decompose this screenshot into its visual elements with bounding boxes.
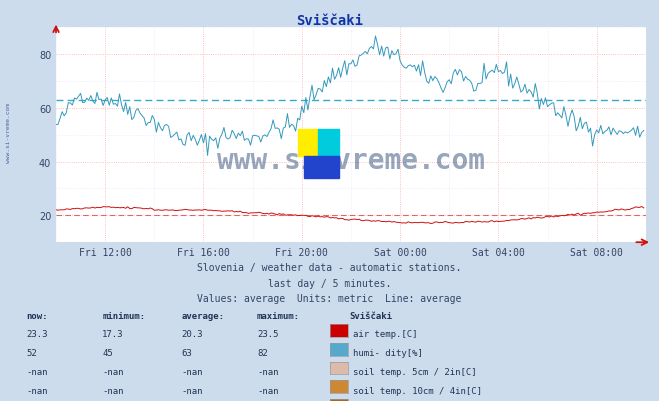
Text: 82: 82 [257, 348, 268, 357]
Text: average:: average: [181, 311, 224, 320]
Text: humi- dity[%]: humi- dity[%] [353, 348, 423, 357]
Text: 17.3: 17.3 [102, 330, 124, 338]
Text: 45: 45 [102, 348, 113, 357]
Text: now:: now: [26, 311, 48, 320]
Text: soil temp. 5cm / 2in[C]: soil temp. 5cm / 2in[C] [353, 367, 477, 376]
Text: -nan: -nan [26, 386, 48, 395]
Text: 20.3: 20.3 [181, 330, 203, 338]
Text: -nan: -nan [26, 367, 48, 376]
Text: Values: average  Units: metric  Line: average: Values: average Units: metric Line: aver… [197, 293, 462, 303]
Text: -nan: -nan [102, 367, 124, 376]
Bar [304, 156, 339, 178]
Text: Sviščaki: Sviščaki [296, 14, 363, 28]
Text: -nan: -nan [181, 386, 203, 395]
Text: 52: 52 [26, 348, 37, 357]
Text: www.si-vreme.com: www.si-vreme.com [217, 147, 485, 175]
Bar [318, 130, 339, 156]
Text: last day / 5 minutes.: last day / 5 minutes. [268, 278, 391, 288]
Text: air temp.[C]: air temp.[C] [353, 330, 418, 338]
Text: www.si-vreme.com: www.si-vreme.com [6, 102, 11, 162]
Bar [298, 130, 318, 156]
Text: -nan: -nan [102, 386, 124, 395]
Text: -nan: -nan [181, 367, 203, 376]
Text: 23.5: 23.5 [257, 330, 279, 338]
Text: -nan: -nan [257, 386, 279, 395]
Text: soil temp. 10cm / 4in[C]: soil temp. 10cm / 4in[C] [353, 386, 482, 395]
Text: -nan: -nan [257, 367, 279, 376]
Text: 63: 63 [181, 348, 192, 357]
Text: maximum:: maximum: [257, 311, 300, 320]
Text: Slovenia / weather data - automatic stations.: Slovenia / weather data - automatic stat… [197, 263, 462, 273]
Text: 23.3: 23.3 [26, 330, 48, 338]
Text: Sviščaki: Sviščaki [349, 311, 392, 320]
Text: minimum:: minimum: [102, 311, 145, 320]
